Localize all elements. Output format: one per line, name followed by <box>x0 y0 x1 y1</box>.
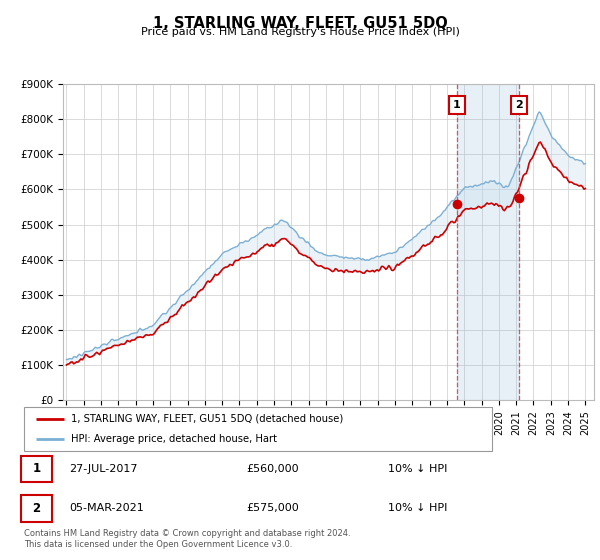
Text: 1: 1 <box>453 100 461 110</box>
Text: HPI: Average price, detached house, Hart: HPI: Average price, detached house, Hart <box>71 434 277 444</box>
Bar <box>457 84 519 400</box>
Text: Price paid vs. HM Land Registry's House Price Index (HPI): Price paid vs. HM Land Registry's House … <box>140 27 460 37</box>
Text: 1, STARLING WAY, FLEET, GU51 5DQ (detached house): 1, STARLING WAY, FLEET, GU51 5DQ (detach… <box>71 414 343 424</box>
Text: 10% ↓ HPI: 10% ↓ HPI <box>389 503 448 513</box>
FancyBboxPatch shape <box>21 495 52 521</box>
Text: 1: 1 <box>32 463 41 475</box>
Text: 27-JUL-2017: 27-JUL-2017 <box>70 464 138 474</box>
Text: £560,000: £560,000 <box>246 464 299 474</box>
Text: 2: 2 <box>515 100 523 110</box>
FancyBboxPatch shape <box>21 456 52 482</box>
Text: 1, STARLING WAY, FLEET, GU51 5DQ: 1, STARLING WAY, FLEET, GU51 5DQ <box>152 16 448 31</box>
Text: 05-MAR-2021: 05-MAR-2021 <box>70 503 144 513</box>
Text: £575,000: £575,000 <box>246 503 299 513</box>
Text: Contains HM Land Registry data © Crown copyright and database right 2024.
This d: Contains HM Land Registry data © Crown c… <box>24 529 350 549</box>
Text: 2: 2 <box>32 502 41 515</box>
Text: 10% ↓ HPI: 10% ↓ HPI <box>389 464 448 474</box>
FancyBboxPatch shape <box>24 407 492 451</box>
